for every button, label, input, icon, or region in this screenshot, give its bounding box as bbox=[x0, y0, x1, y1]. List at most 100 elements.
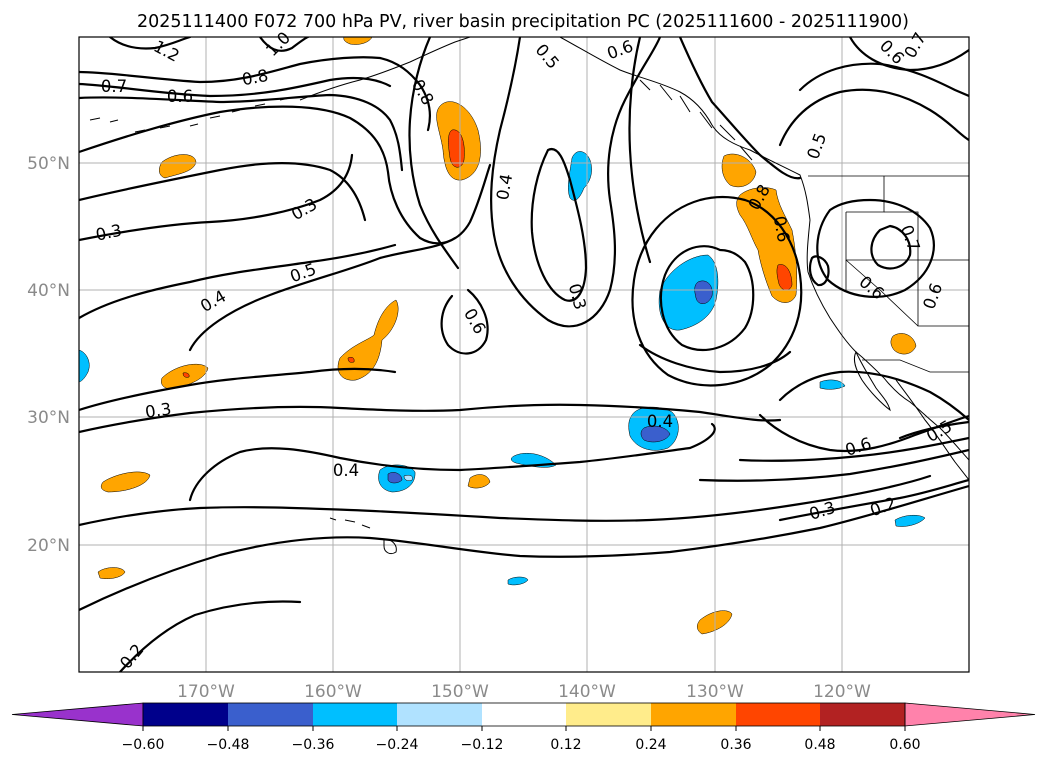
pv-contour-0-6-southwest bbox=[778, 370, 969, 422]
pv-contour-1-2 bbox=[108, 37, 192, 50]
us-mexico-border bbox=[862, 359, 969, 373]
pv-contour-ridge-west bbox=[408, 37, 460, 270]
lat-label-50n: 50°N bbox=[27, 154, 70, 174]
precip-pos-alaska-north bbox=[343, 37, 373, 45]
precip-pos-bc-coast bbox=[721, 153, 757, 188]
precip-weakneg-hawaii bbox=[403, 474, 413, 482]
map-frame bbox=[78, 36, 970, 673]
contour-label: 0.3 bbox=[144, 399, 173, 421]
lat-label-30n: 30°N bbox=[27, 408, 70, 428]
colorbar-tick-label: −0.48 bbox=[207, 737, 250, 753]
pv-contour-0-5-north bbox=[79, 105, 492, 245]
precip-strongneg-offshore-california bbox=[694, 280, 713, 304]
colorbar-segment bbox=[228, 703, 313, 726]
precip-neg-southeast bbox=[894, 515, 926, 527]
pv-contour-0-6-north bbox=[79, 93, 404, 172]
colorbar-segment bbox=[397, 703, 482, 726]
pv-contour-0-8-north bbox=[79, 56, 431, 132]
pv-contour-0-4-south-east bbox=[738, 436, 969, 462]
colorbar-tick-labels: −0.60 −0.48 −0.36 −0.24 −0.12 0.12 0.24 … bbox=[122, 737, 921, 753]
pv-contour-0-4-loop bbox=[188, 236, 457, 352]
colorbar-tick-label: −0.24 bbox=[376, 737, 419, 753]
colorbar-tick-label: 0.12 bbox=[550, 737, 581, 753]
map-panel: 1.2 1.0 0.8 0.7 0.6 0.5 0.6 0.6 0.7 0.8 … bbox=[27, 28, 970, 702]
figure-title: 2025111400 F072 700 hPa PV, river basin … bbox=[137, 12, 909, 32]
lon-label-150w: 150°W bbox=[431, 682, 489, 702]
pv-contour-0-3-mid bbox=[79, 367, 397, 412]
contour-label: 0.4 bbox=[647, 412, 673, 431]
pv-contour-cutoff-outer bbox=[631, 195, 803, 387]
pv-contour-0-5-mid bbox=[79, 243, 397, 320]
pv-contour-0-3-west bbox=[79, 153, 354, 242]
pv-contour-0-6-nee bbox=[848, 37, 969, 72]
contour-label: 0.6 bbox=[770, 214, 793, 243]
precip-pos-northwest bbox=[159, 154, 197, 179]
pv-contour-0-7-rockies bbox=[870, 224, 912, 270]
colorbar-segment bbox=[482, 703, 566, 726]
colorbar-tick-label: 0.36 bbox=[720, 737, 751, 753]
colorbar: −0.60 −0.48 −0.36 −0.24 −0.12 0.12 0.24 … bbox=[11, 702, 1036, 753]
southeast-alaska-islands bbox=[639, 79, 753, 161]
pv-contour-0-6-ridge bbox=[440, 288, 489, 355]
lon-label-120w: 120°W bbox=[813, 682, 871, 702]
pv-contour-ridge-east bbox=[628, 37, 652, 264]
precip-pos-trade-west bbox=[100, 471, 151, 493]
contour-label: 0.7 bbox=[101, 77, 127, 96]
alaska-peninsula-coast bbox=[299, 37, 471, 101]
colorbar-ticks bbox=[142, 726, 906, 731]
colorbar-extend-high bbox=[904, 702, 1036, 727]
pv-contour-trough bbox=[490, 37, 662, 328]
pv-contour-1-0 bbox=[258, 37, 310, 52]
pv-contour-coast-ridge bbox=[678, 37, 802, 180]
precip-shading bbox=[79, 37, 926, 635]
map-background bbox=[79, 37, 969, 672]
pv-contour-0-2-southwest bbox=[118, 600, 302, 672]
precip-strongneg-subtropical bbox=[640, 425, 671, 443]
pv-contour-0-6-rockies bbox=[816, 198, 935, 298]
precip-neg-west-edge bbox=[79, 349, 90, 383]
pv-contour-0-3-east bbox=[698, 448, 969, 482]
pv-contour-0-2-east bbox=[778, 478, 969, 522]
precip-pos-arizona bbox=[890, 333, 917, 355]
pv-contour-0-3-mid-loop bbox=[638, 343, 792, 374]
precip-neg-offshore-california bbox=[658, 254, 719, 331]
colorbar-segment bbox=[736, 703, 820, 726]
precip-neg-south bbox=[507, 576, 529, 586]
contour-label: 0.4 bbox=[493, 172, 516, 201]
graticule bbox=[79, 37, 969, 672]
colorbar-tick-label: −0.36 bbox=[292, 737, 335, 753]
precip-strong-subtropics-west bbox=[182, 372, 190, 378]
pv-contour-trough-inner bbox=[530, 147, 588, 302]
lon-label-130w: 130°W bbox=[686, 682, 744, 702]
pv-contour-0-3-south bbox=[79, 474, 932, 527]
colorbar-extend-low bbox=[11, 702, 144, 727]
pv-contour-0-3-central bbox=[79, 403, 782, 434]
pv-contour-0-7 bbox=[79, 76, 392, 98]
contour-label: 0.6 bbox=[167, 87, 193, 106]
colorbar-tick-label: 0.24 bbox=[635, 737, 666, 753]
lat-label-20n: 20°N bbox=[27, 536, 70, 556]
pv-contour-0-2-south bbox=[79, 484, 969, 612]
colorbar-segment bbox=[651, 703, 736, 726]
precip-neg-northeast-pacific bbox=[568, 151, 592, 201]
state-border-2 bbox=[884, 211, 969, 327]
lon-label-160w: 160°W bbox=[304, 682, 362, 702]
colorbar-frame bbox=[142, 702, 906, 727]
lon-label-170w: 170°W bbox=[177, 682, 235, 702]
colorbar-tick-label: −0.60 bbox=[122, 737, 165, 753]
colorbar-segment bbox=[566, 703, 651, 726]
pv-contour-0-6-nevada bbox=[808, 255, 830, 287]
latitude-labels: 50°N 40°N 30°N 20°N bbox=[27, 154, 70, 556]
pv-contour-0-5-ne bbox=[778, 88, 969, 147]
colorbar-segment bbox=[313, 703, 397, 726]
colorbar-segment bbox=[143, 703, 228, 726]
hawaii-islands bbox=[329, 517, 397, 555]
precip-strongneg-hawaii bbox=[387, 472, 403, 484]
colorbar-segment bbox=[820, 703, 905, 726]
pv-contours bbox=[79, 37, 969, 672]
pv-contour-cutoff-low bbox=[659, 245, 755, 352]
contour-label: 0.4 bbox=[333, 461, 359, 480]
precip-pos-hawaii-east bbox=[467, 474, 491, 489]
southeast-alaska-coast bbox=[559, 37, 811, 221]
longitude-labels: 170°W 160°W 150°W 140°W 130°W 120°W bbox=[177, 682, 871, 702]
